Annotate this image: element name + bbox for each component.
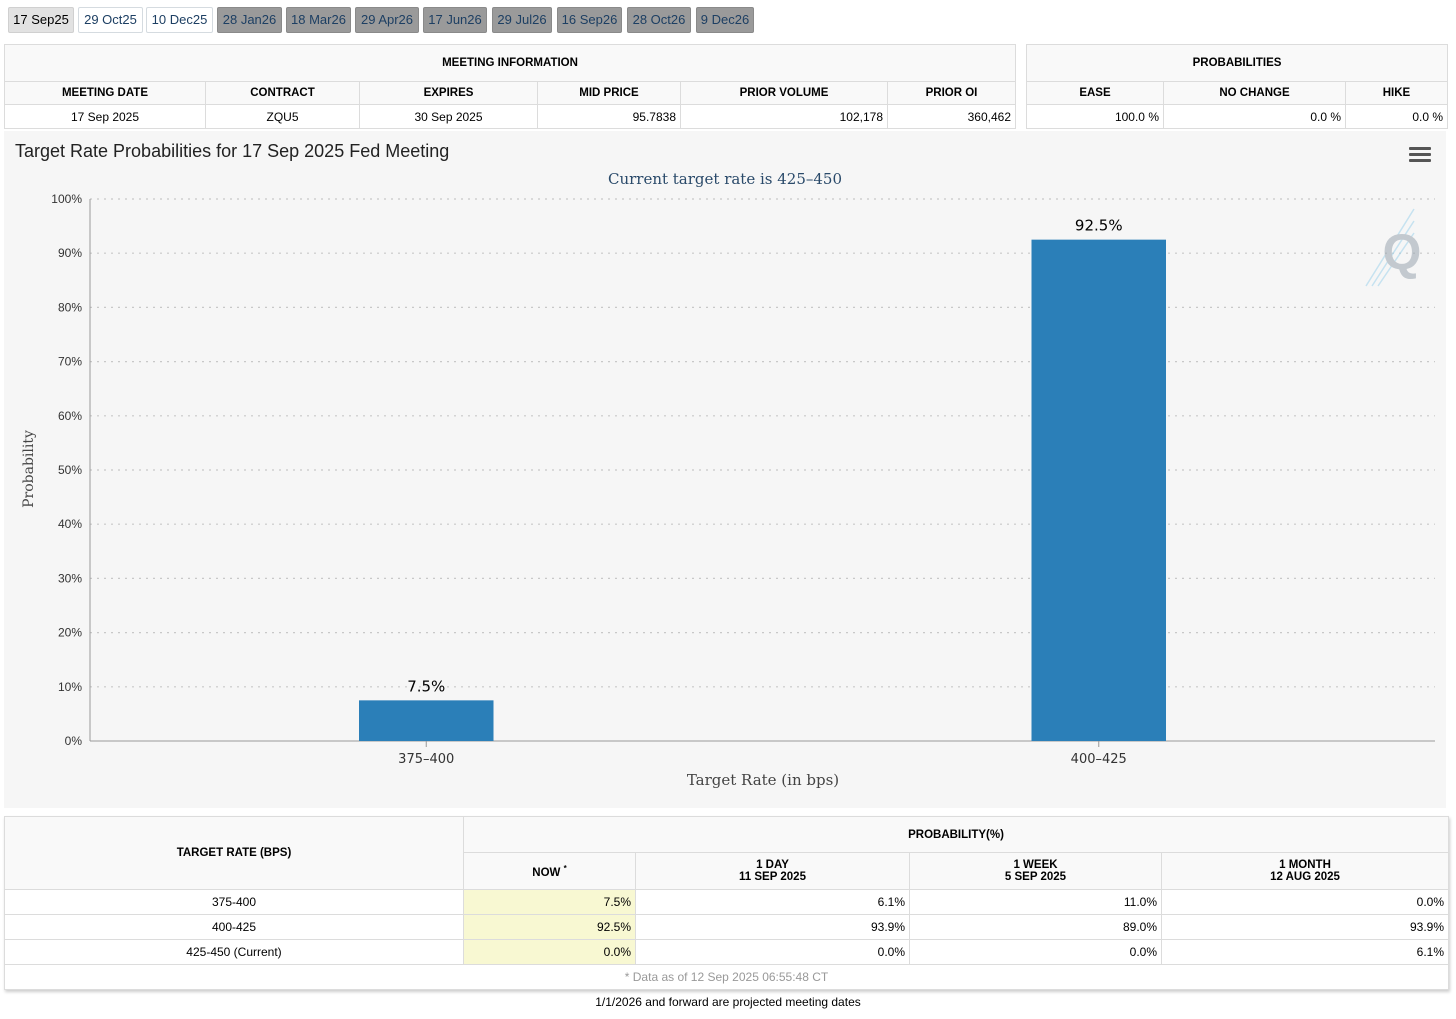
y-tick-label: 60% xyxy=(58,409,82,423)
chart-title: Target Rate Probabilities for 17 Sep 202… xyxy=(15,141,449,161)
rate-cell: 400-425 xyxy=(4,914,464,940)
table-row: 400-425 92.5% 93.9% 89.0% 93.9% xyxy=(4,914,1450,940)
1-week-cell: 0.0% xyxy=(909,939,1162,965)
no-change-value: 0.0 % xyxy=(1163,104,1346,129)
chart-subtitle: Current target rate is 425–450 xyxy=(608,170,842,188)
y-tick-label: 70% xyxy=(58,355,82,369)
header-probability: PROBABILITY(%) xyxy=(462,816,1450,853)
1-day-cell: 0.0% xyxy=(635,939,910,965)
mid-price-value: 95.7838 xyxy=(537,104,681,129)
probabilities-table: PROBABILITIES EASE NO CHANGE HIKE 100.0 … xyxy=(1026,44,1448,129)
ease-value: 100.0 % xyxy=(1026,104,1164,129)
tab-29-apr26[interactable]: 29 Apr26 xyxy=(355,7,419,33)
target-rate-chart: Target Rate Probabilities for 17 Sep 202… xyxy=(4,131,1446,808)
prior-volume-value: 102,178 xyxy=(680,104,888,129)
y-tick-label: 30% xyxy=(58,571,82,585)
x-tick-label: 375–400 xyxy=(398,752,454,767)
1-month-cell: 0.0% xyxy=(1160,889,1450,915)
tab-16-sep26[interactable]: 16 Sep26 xyxy=(557,7,622,33)
header-hike: HIKE xyxy=(1345,81,1448,105)
y-axis-ticks: 0% 10% 20% 30% 40% 50% 60% 70% 80% 90% 100% xyxy=(51,192,82,748)
tab-17-sep25[interactable]: 17 Sep25 xyxy=(8,7,74,33)
y-tick-label: 90% xyxy=(58,246,82,260)
rate-cell: 375-400 xyxy=(4,889,464,915)
1-week-cell: 11.0% xyxy=(909,889,1162,915)
q-logo-letter: Q xyxy=(1383,224,1422,280)
tab-18-mar26[interactable]: 18 Mar26 xyxy=(286,7,351,33)
y-tick-label: 20% xyxy=(58,626,82,640)
data-as-of-note: * Data as of 12 Sep 2025 06:55:48 CT xyxy=(3,964,1450,990)
header-target-rate: TARGET RATE (BPS) xyxy=(4,816,464,890)
tab-29-oct25[interactable]: 29 Oct25 xyxy=(78,7,143,33)
header-contract: CONTRACT xyxy=(205,81,360,105)
prior-oi-value: 360,462 xyxy=(887,104,1016,129)
header-meeting-date: MEETING DATE xyxy=(4,81,206,105)
tab-28-oct26[interactable]: 28 Oct26 xyxy=(627,7,691,33)
y-tick-label: 40% xyxy=(58,517,82,531)
bar[interactable] xyxy=(359,700,494,741)
meeting-information-title: MEETING INFORMATION xyxy=(4,44,1016,82)
chart-grid xyxy=(89,198,1435,742)
bar-data-label: 92.5% xyxy=(1075,217,1123,235)
header-expires: EXPIRES xyxy=(359,81,538,105)
x-tick-label: 400–425 xyxy=(1071,752,1127,767)
meeting-information-table: MEETING INFORMATION MEETING DATE CONTRAC… xyxy=(4,44,1016,129)
meeting-date-value: 17 Sep 2025 xyxy=(4,104,206,129)
hike-value: 0.0 % xyxy=(1345,104,1448,129)
probability-history-table: TARGET RATE (BPS) PROBABILITY(%) NOW * 1… xyxy=(3,816,1450,990)
y-tick-label: 10% xyxy=(58,680,82,694)
probabilities-title: PROBABILITIES xyxy=(1026,44,1448,82)
1-day-cell: 6.1% xyxy=(635,889,910,915)
contract-value: ZQU5 xyxy=(205,104,360,129)
1-month-cell: 6.1% xyxy=(1160,939,1450,965)
y-tick-label: 50% xyxy=(58,463,82,477)
header-1-day: 1 DAY 11 SEP 2025 xyxy=(635,852,910,890)
tab-17-jun26[interactable]: 17 Jun26 xyxy=(423,7,487,33)
tab-28-jan26[interactable]: 28 Jan26 xyxy=(217,7,282,33)
header-no-change: NO CHANGE xyxy=(1163,81,1346,105)
x-axis-ticks: 375–400 400–425 xyxy=(398,741,1127,767)
1-day-cell: 93.9% xyxy=(635,914,910,940)
bar[interactable] xyxy=(1031,239,1167,741)
now-cell: 92.5% xyxy=(463,914,636,940)
chart-menu-icon[interactable] xyxy=(1409,147,1431,165)
tab-29-jul26[interactable]: 29 Jul26 xyxy=(492,7,552,33)
table-row: 375-400 7.5% 6.1% 11.0% 0.0% xyxy=(4,889,1450,915)
y-axis-title: Probability xyxy=(21,430,37,508)
rate-cell: 425-450 (Current) xyxy=(4,939,464,965)
chart-svg: Target Rate Probabilities for 17 Sep 202… xyxy=(15,141,1435,789)
header-1-week: 1 WEEK 5 SEP 2025 xyxy=(909,852,1162,890)
header-prior-oi: PRIOR OI xyxy=(887,81,1016,105)
header-prior-volume: PRIOR VOLUME xyxy=(680,81,888,105)
expires-value: 30 Sep 2025 xyxy=(359,104,538,129)
y-tick-label: 80% xyxy=(58,300,82,314)
tab-9-dec26[interactable]: 9 Dec26 xyxy=(696,7,754,33)
1-month-cell: 93.9% xyxy=(1160,914,1450,940)
x-axis-title: Target Rate (in bps) xyxy=(687,771,839,789)
bar-data-label: 7.5% xyxy=(407,677,445,695)
1-week-cell: 89.0% xyxy=(909,914,1162,940)
header-1-month: 1 MONTH 12 AUG 2025 xyxy=(1160,852,1450,890)
table-row: 425-450 (Current) 0.0% 0.0% 0.0% 6.1% xyxy=(4,939,1450,965)
projected-dates-note: 1/1/2026 and forward are projected meeti… xyxy=(595,995,861,1009)
y-tick-label: 0% xyxy=(65,734,83,748)
chart-bars: 7.5% 92.5% xyxy=(359,217,1166,741)
y-tick-label: 100% xyxy=(51,192,82,206)
tab-10-dec25[interactable]: 10 Dec25 xyxy=(146,7,213,33)
header-now: NOW * xyxy=(463,852,636,890)
now-cell: 7.5% xyxy=(463,889,636,915)
header-ease: EASE xyxy=(1026,81,1164,105)
now-cell: 0.0% xyxy=(463,939,636,965)
q-logo: Q xyxy=(1365,208,1422,287)
header-mid-price: MID PRICE xyxy=(537,81,681,105)
